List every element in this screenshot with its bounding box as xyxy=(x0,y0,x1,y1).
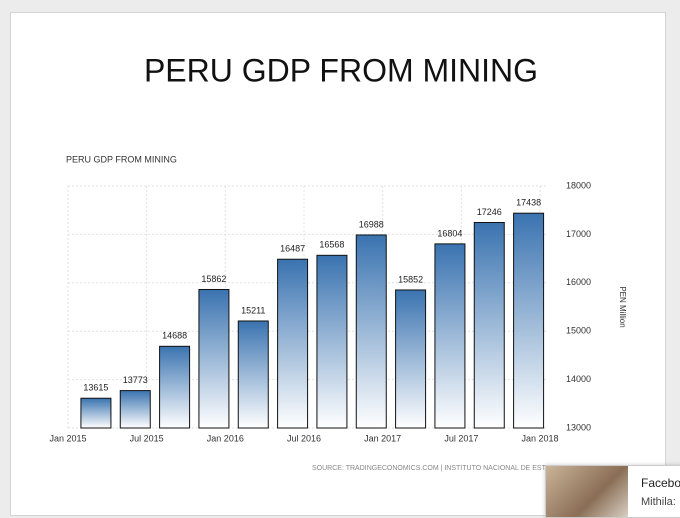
y-tick-label: 16000 xyxy=(566,277,591,287)
x-tick-label: Jul 2016 xyxy=(287,433,321,443)
value-label: 17438 xyxy=(516,198,541,208)
value-label: 16487 xyxy=(280,244,305,254)
y-tick-label: 18000 xyxy=(566,180,591,190)
value-label: 15211 xyxy=(241,305,265,315)
popup-title: Facebo xyxy=(641,476,680,490)
y-tick-label: 15000 xyxy=(566,326,591,336)
bar xyxy=(277,258,309,429)
x-tick-label: Jan 2016 xyxy=(207,433,244,443)
value-label: 16804 xyxy=(437,228,462,238)
x-tick-label: Jan 2018 xyxy=(521,433,558,443)
bar xyxy=(159,345,191,429)
y-tick-label: 14000 xyxy=(566,374,591,384)
bar xyxy=(119,390,151,429)
y-axis-label: PEN Million xyxy=(618,286,627,327)
value-label: 16568 xyxy=(319,240,344,250)
value-label: 15862 xyxy=(201,274,226,284)
bar xyxy=(237,320,269,429)
x-tick-label: Jan 2017 xyxy=(364,433,401,443)
value-label: 14688 xyxy=(162,331,187,341)
bar xyxy=(355,234,387,429)
bar xyxy=(80,397,112,429)
value-label: 17246 xyxy=(477,207,502,217)
source: SOURCE: TRADINGECONOMICS.COM | INSTITUTO… xyxy=(312,465,578,472)
bar xyxy=(316,254,348,429)
value-label: 15852 xyxy=(398,274,423,284)
slide-title: PERU GDP FROM MINING xyxy=(144,52,538,88)
x-tick-label: Jan 2015 xyxy=(49,433,86,443)
notification-popup[interactable]: Facebo Mithila: xyxy=(545,465,680,518)
bar xyxy=(395,289,427,429)
bar xyxy=(434,243,466,429)
bar xyxy=(473,221,505,429)
chart-title: PERU GDP FROM MINING xyxy=(66,154,177,164)
y-tick-label: 17000 xyxy=(566,229,591,239)
popup-image xyxy=(546,466,628,517)
bar xyxy=(513,212,545,429)
x-tick-label: Jul 2017 xyxy=(444,433,478,443)
y-tick-label: 13000 xyxy=(566,422,591,432)
popup-text: Mithila: xyxy=(641,496,676,508)
value-label: 13615 xyxy=(83,383,108,393)
x-tick-label: Jul 2015 xyxy=(130,433,164,443)
value-label: 16988 xyxy=(359,219,384,229)
value-label: 13773 xyxy=(123,375,148,385)
bar xyxy=(198,288,230,429)
